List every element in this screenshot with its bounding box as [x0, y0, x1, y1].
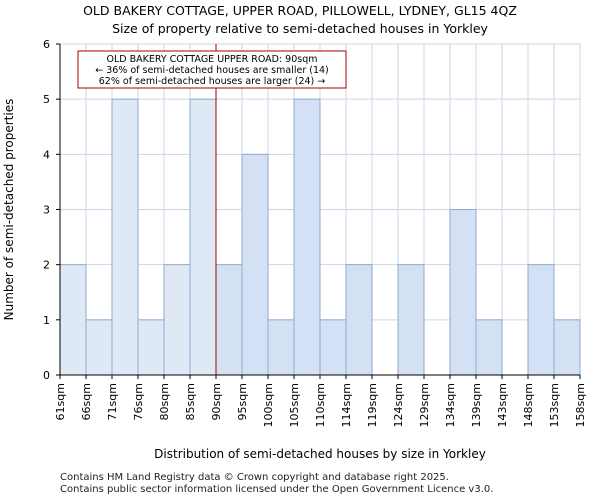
x-tick-label: 66sqm: [80, 383, 93, 420]
bar: [267, 319, 295, 376]
y-axis-label: Number of semi-detached properties: [2, 99, 16, 321]
x-tick-label: 90sqm: [210, 383, 223, 420]
y-tick-labels: 0 1 2 3 4 5 6: [43, 38, 50, 382]
x-tick-label: 139sqm: [470, 383, 483, 427]
y-tick-label: 0: [43, 369, 50, 382]
chart-title: OLD BAKERY COTTAGE, UPPER ROAD, PILLOWEL…: [83, 3, 517, 18]
bar: [85, 319, 113, 376]
x-tick-label: 124sqm: [392, 383, 405, 427]
x-tick-label: 61sqm: [54, 383, 67, 420]
bar: [137, 319, 165, 376]
annotation-line-2: ← 36% of semi-detached houses are smalle…: [95, 65, 329, 76]
x-tick-label: 80sqm: [158, 383, 171, 420]
x-tick-label: 153sqm: [548, 383, 561, 427]
x-tick-label: 76sqm: [132, 383, 145, 420]
bar: [163, 264, 191, 376]
x-axis-label: Distribution of semi-detached houses by …: [154, 447, 486, 461]
x-tick-label: 110sqm: [314, 383, 327, 427]
bar: [215, 264, 243, 376]
x-tick-label: 134sqm: [444, 383, 457, 427]
x-tick-label: 119sqm: [366, 383, 379, 427]
bar: [397, 264, 425, 376]
bar: [475, 319, 503, 376]
x-tick-label: 100sqm: [262, 383, 275, 427]
bar: [111, 98, 139, 376]
chart-subtitle: Size of property relative to semi-detach…: [112, 21, 488, 36]
x-tick-label: 129sqm: [418, 383, 431, 427]
y-tick-label: 6: [43, 38, 50, 51]
bar: [241, 153, 269, 376]
x-tick-label: 148sqm: [522, 383, 535, 427]
y-tick-label: 3: [43, 204, 50, 217]
y-tick-label: 1: [43, 314, 50, 327]
x-tick-label: 95sqm: [236, 383, 249, 420]
bar: [345, 264, 373, 376]
x-tick-label: 114sqm: [340, 383, 353, 427]
footer-line-2: Contains public sector information licen…: [60, 484, 494, 495]
x-tick-label: 143sqm: [496, 383, 509, 427]
x-tick-label: 85sqm: [184, 383, 197, 420]
bar: [59, 264, 87, 376]
bar: [527, 264, 555, 376]
bar: [293, 98, 321, 376]
x-tick-label: 105sqm: [288, 383, 301, 427]
x-tick-labels: 61sqm 66sqm 71sqm 76sqm 80sqm 85sqm 90sqm 95sqm…: [54, 383, 587, 427]
axes-layer: [56, 43, 581, 379]
footer-line-1: Contains HM Land Registry data © Crown c…: [60, 472, 449, 483]
bar: [319, 319, 347, 376]
bar: [449, 209, 477, 376]
annotation-border: [77, 50, 347, 89]
bar: [189, 98, 217, 376]
y-tick-label: 4: [43, 148, 50, 161]
bar: [553, 319, 581, 376]
y-tick-label: 5: [43, 93, 50, 106]
x-tick-label: 158sqm: [574, 383, 587, 427]
x-tick-label: 71sqm: [106, 383, 119, 420]
annotation-box: OLD BAKERY COTTAGE UPPER ROAD: 90sqm ← 3…: [77, 50, 347, 89]
annotation-line-1: OLD BAKERY COTTAGE UPPER ROAD: 90sqm: [107, 54, 318, 65]
y-tick-label: 2: [43, 259, 50, 272]
annotation-line-3: 62% of semi-detached houses are larger (…: [99, 76, 326, 87]
